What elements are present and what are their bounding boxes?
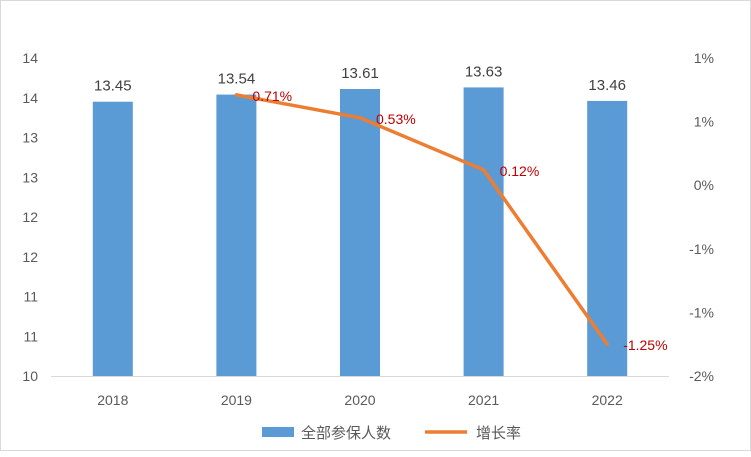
bar-data-label: 13.63 bbox=[465, 63, 503, 80]
right-tick-label: -2% bbox=[689, 368, 714, 384]
line-series bbox=[234, 93, 609, 346]
line-data-labels: 0.71% 0.53% 0.12% -1.25% bbox=[252, 88, 667, 353]
right-tick-label: 0% bbox=[694, 177, 714, 193]
left-tick-label: 11 bbox=[23, 328, 38, 344]
legend-bar-swatch bbox=[262, 427, 294, 437]
bar bbox=[92, 101, 133, 376]
x-tick-label: 2022 bbox=[592, 392, 623, 408]
left-tick-label: 10 bbox=[22, 368, 38, 384]
left-tick-label: 14 bbox=[22, 90, 38, 106]
right-tick-label: -1% bbox=[689, 304, 714, 320]
bar bbox=[463, 87, 504, 376]
bar-data-label: 13.46 bbox=[588, 77, 626, 94]
bar bbox=[340, 89, 380, 376]
x-tick-label: 2020 bbox=[344, 392, 375, 408]
left-tick-label: 12 bbox=[22, 249, 38, 265]
right-tick-label: 1% bbox=[694, 114, 714, 130]
x-tick-label: 2021 bbox=[468, 392, 499, 408]
x-axis-ticks: 2018 2019 2020 2021 2022 bbox=[97, 392, 623, 408]
left-tick-label: 13 bbox=[22, 130, 38, 146]
growth-line bbox=[234, 93, 609, 346]
left-tick-label: 12 bbox=[22, 209, 38, 225]
line-data-label: 0.53% bbox=[376, 111, 416, 127]
left-axis-ticks: 10 11 11 12 12 13 13 14 14 bbox=[22, 50, 38, 384]
left-tick-label: 11 bbox=[23, 289, 38, 305]
line-data-label: -1.25% bbox=[623, 337, 667, 353]
left-tick-label: 14 bbox=[22, 50, 38, 66]
legend: 全部参保人数 增长率 bbox=[262, 424, 521, 442]
bar bbox=[587, 100, 628, 377]
line-data-label: 0.71% bbox=[252, 88, 292, 104]
x-tick-label: 2019 bbox=[221, 392, 252, 408]
line-data-label: 0.12% bbox=[500, 163, 540, 179]
x-tick-label: 2018 bbox=[97, 392, 128, 408]
legend-bar-label: 全部参保人数 bbox=[301, 424, 391, 442]
right-tick-label: 1% bbox=[694, 50, 714, 66]
bar-data-label: 13.61 bbox=[341, 65, 379, 82]
bar bbox=[216, 94, 257, 376]
bar-series bbox=[92, 87, 628, 377]
left-tick-label: 13 bbox=[22, 169, 38, 185]
right-axis-ticks: -2% -1% -1% 0% 1% 1% bbox=[689, 50, 714, 384]
bar-data-label: 13.54 bbox=[218, 71, 256, 88]
bar-data-labels: 13.45 13.54 13.61 13.63 13.46 bbox=[94, 63, 626, 94]
right-tick-label: -1% bbox=[689, 241, 714, 257]
bar-data-label: 13.45 bbox=[94, 78, 132, 95]
legend-line-label: 增长率 bbox=[476, 425, 521, 442]
